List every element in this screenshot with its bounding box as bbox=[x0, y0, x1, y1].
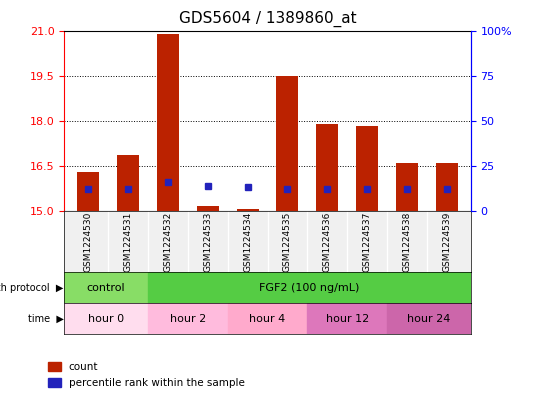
Bar bbox=[157, 35, 179, 211]
Text: GSM1224537: GSM1224537 bbox=[363, 211, 372, 272]
Text: GSM1224531: GSM1224531 bbox=[124, 211, 133, 272]
Bar bbox=[227, 303, 308, 334]
Text: GSM1224539: GSM1224539 bbox=[442, 211, 452, 272]
Bar bbox=[148, 303, 227, 334]
Bar bbox=[316, 124, 338, 211]
Text: FGF2 (100 ng/mL): FGF2 (100 ng/mL) bbox=[259, 283, 360, 293]
Text: hour 24: hour 24 bbox=[407, 314, 450, 324]
Text: hour 12: hour 12 bbox=[326, 314, 369, 324]
Text: hour 0: hour 0 bbox=[88, 314, 124, 324]
Title: GDS5604 / 1389860_at: GDS5604 / 1389860_at bbox=[179, 11, 356, 27]
Bar bbox=[64, 272, 148, 303]
Bar bbox=[64, 303, 148, 334]
Text: control: control bbox=[87, 283, 125, 293]
Legend: count, percentile rank within the sample: count, percentile rank within the sample bbox=[48, 362, 244, 388]
Bar bbox=[117, 156, 139, 211]
Text: GSM1224538: GSM1224538 bbox=[402, 211, 411, 272]
Bar bbox=[277, 76, 299, 211]
Text: GSM1224533: GSM1224533 bbox=[203, 211, 212, 272]
Text: growth protocol  ▶: growth protocol ▶ bbox=[0, 283, 64, 293]
Bar bbox=[396, 163, 418, 211]
Text: GSM1224534: GSM1224534 bbox=[243, 211, 252, 272]
Text: GSM1224535: GSM1224535 bbox=[283, 211, 292, 272]
Bar bbox=[308, 303, 387, 334]
Bar bbox=[356, 126, 378, 211]
Bar bbox=[436, 163, 458, 211]
Bar bbox=[197, 206, 219, 211]
Text: GSM1224536: GSM1224536 bbox=[323, 211, 332, 272]
Text: hour 4: hour 4 bbox=[249, 314, 286, 324]
Text: hour 2: hour 2 bbox=[170, 314, 206, 324]
Text: GSM1224530: GSM1224530 bbox=[83, 211, 93, 272]
Bar bbox=[148, 272, 471, 303]
Bar bbox=[77, 172, 99, 211]
Text: time  ▶: time ▶ bbox=[27, 314, 64, 324]
Bar bbox=[236, 209, 258, 211]
Text: GSM1224532: GSM1224532 bbox=[163, 211, 172, 272]
Bar bbox=[387, 303, 471, 334]
